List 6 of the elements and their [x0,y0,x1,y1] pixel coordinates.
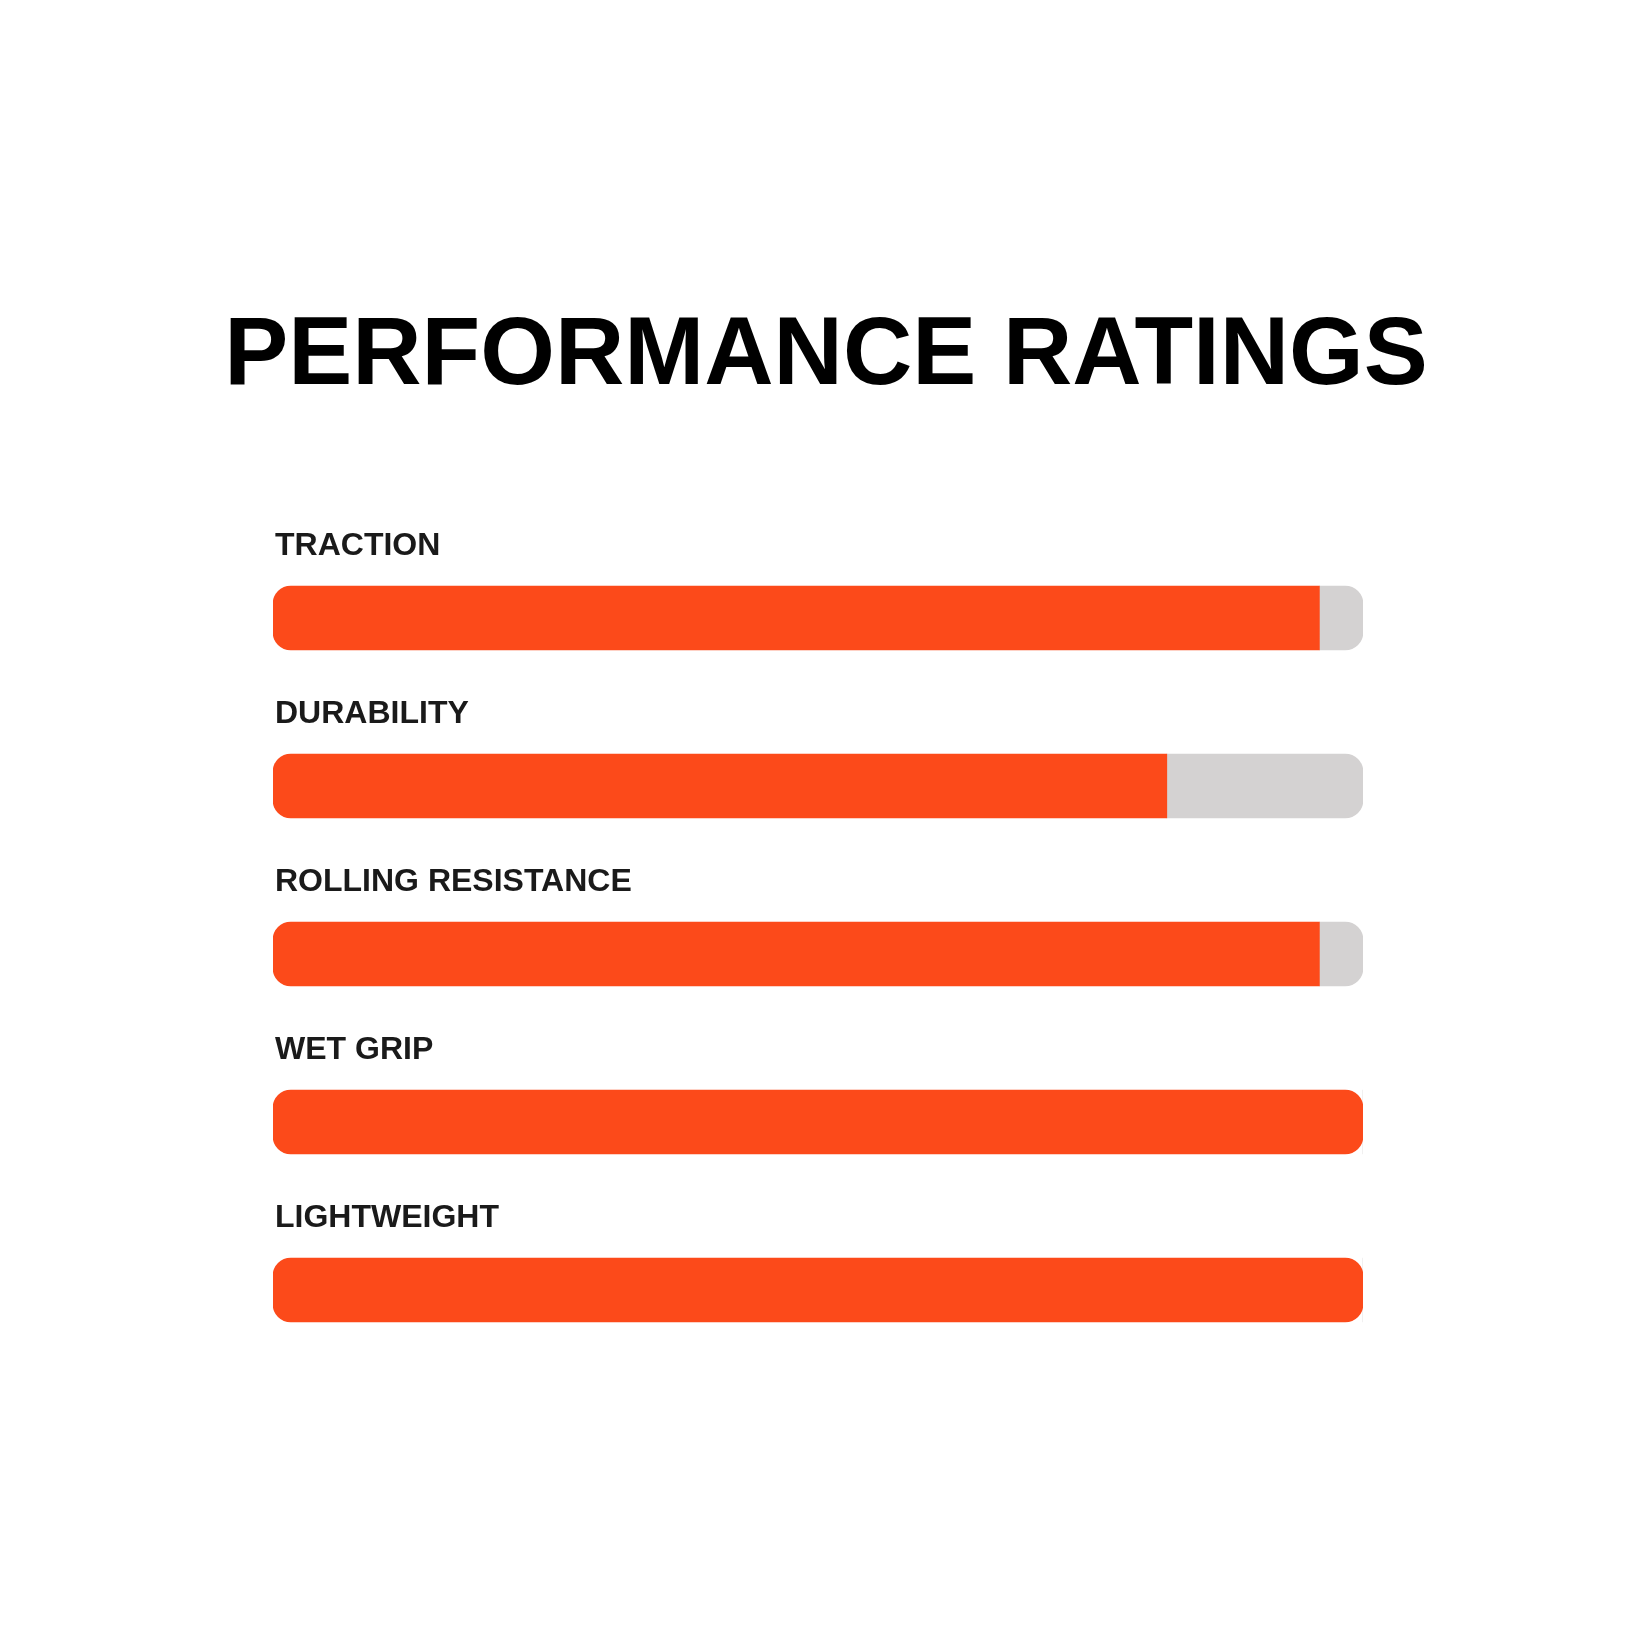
chart-title: PERFORMANCE RATINGS [224,297,1428,405]
y-tick-label: DURABILITY [275,693,469,730]
y-tick-label: WET GRIP [275,1029,434,1066]
y-tick-label: ROLLING RESISTANCE [275,861,632,898]
y-tick-label: LIGHTWEIGHT [275,1197,500,1234]
y-tick-label: TRACTION [275,525,441,562]
